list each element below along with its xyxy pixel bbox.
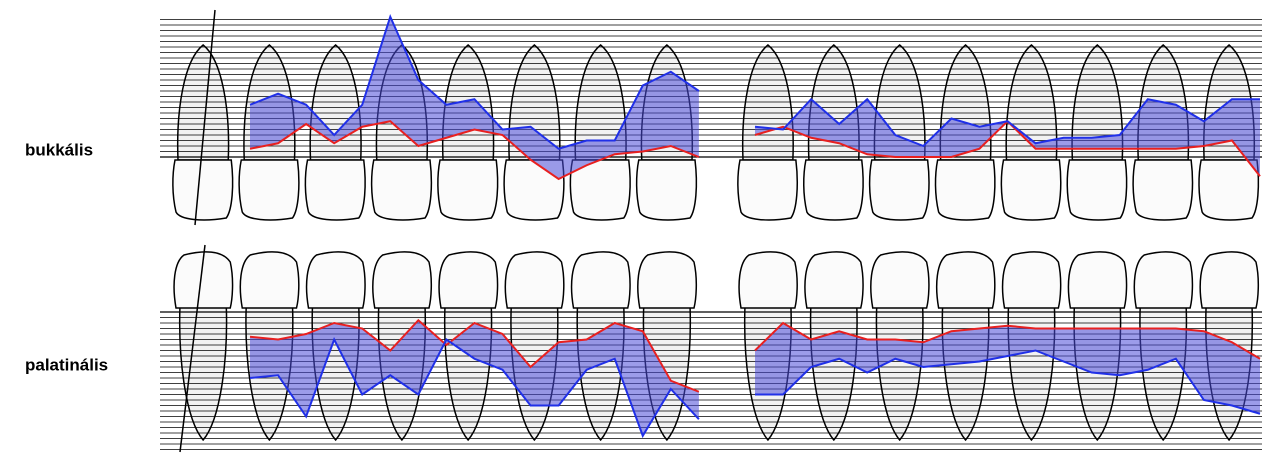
tooth-root: [743, 45, 793, 160]
tooth-crown: [805, 252, 863, 308]
tooth-crown: [1133, 160, 1192, 220]
tooth-crown: [505, 252, 563, 308]
tooth-crown: [935, 160, 994, 220]
tooth-crown: [1134, 252, 1192, 308]
tooth-crown: [739, 252, 797, 308]
tooth-crown: [870, 160, 929, 220]
panel-label: palatinális: [25, 355, 108, 374]
tooth-crown: [1200, 252, 1258, 308]
tooth-crown: [1199, 160, 1258, 220]
tooth-crown: [1068, 252, 1126, 308]
perio-chart: bukkális palatinális: [0, 0, 1262, 454]
tooth-crown: [1003, 252, 1061, 308]
tooth-crown: [1001, 160, 1060, 220]
tooth-crown: [937, 252, 995, 308]
tooth-crown: [307, 252, 365, 308]
tooth-crown: [438, 160, 498, 220]
tooth-crown: [173, 160, 233, 220]
tooth-crown: [637, 160, 697, 220]
tooth-crown: [1067, 160, 1126, 220]
panel-label: bukkális: [25, 140, 93, 159]
teeth: [173, 45, 1259, 440]
tooth-crown: [305, 160, 365, 220]
tooth-crown: [439, 252, 497, 308]
tooth-crown: [572, 252, 630, 308]
tooth-crown: [239, 160, 299, 220]
tooth-crown: [871, 252, 929, 308]
tooth-crown: [638, 252, 696, 308]
tooth-crown: [804, 160, 863, 220]
tooth-crown: [373, 252, 431, 308]
tooth-crown: [738, 160, 797, 220]
tooth-crown: [240, 252, 298, 308]
tooth-crown: [372, 160, 432, 220]
